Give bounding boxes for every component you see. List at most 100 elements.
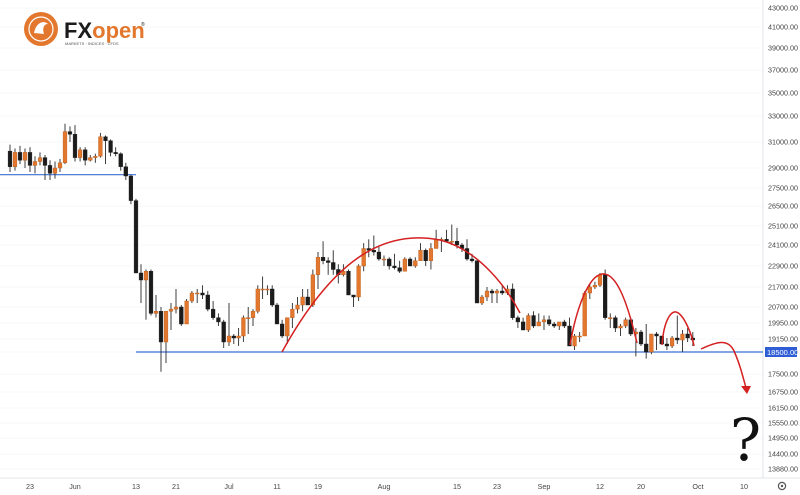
candle-body	[108, 140, 113, 153]
candle-body	[546, 319, 552, 325]
candle	[17, 145, 23, 165]
candle-body	[572, 335, 577, 347]
candle	[402, 257, 407, 272]
candle	[42, 155, 48, 180]
candle-body	[464, 248, 470, 260]
candle	[326, 257, 331, 275]
right-shoulder-arc	[661, 311, 695, 347]
candle	[552, 321, 557, 328]
candle-body	[649, 333, 654, 353]
candle	[638, 330, 644, 346]
candle	[515, 315, 520, 328]
candle	[685, 328, 690, 342]
candle-body	[603, 274, 608, 318]
candle-body	[536, 321, 541, 327]
candle	[526, 313, 531, 332]
candle-body	[484, 290, 490, 298]
candle-body	[113, 152, 118, 154]
candle	[484, 287, 490, 301]
time-tick-label: 21	[172, 482, 180, 491]
candle-body	[552, 323, 557, 327]
candle-body	[22, 152, 28, 161]
candle-body	[680, 333, 685, 341]
candle-body	[361, 248, 366, 267]
candle	[143, 269, 149, 320]
svg-text:FXopen: FXopen	[64, 18, 145, 43]
candle-body	[326, 260, 331, 263]
candle	[541, 315, 547, 330]
candle-body	[500, 290, 505, 294]
candle	[494, 289, 500, 303]
time-tick-label: 19	[314, 482, 322, 491]
candle-body	[200, 292, 205, 296]
candle-body	[184, 300, 189, 325]
logo-text-open: open	[92, 18, 145, 43]
price-tick-label: 13880.00	[768, 465, 798, 474]
time-tick-label: 13	[132, 482, 140, 491]
projection-arrow-line	[700, 341, 747, 389]
candle-body	[231, 335, 236, 339]
candle	[128, 174, 134, 205]
candle	[205, 291, 210, 312]
price-badge-label: 18500.00	[767, 348, 798, 357]
candle-body	[221, 321, 226, 343]
time-tick-label: 15	[453, 482, 461, 491]
candle	[562, 319, 567, 328]
candle	[210, 301, 216, 320]
candle	[173, 289, 179, 314]
candle	[113, 147, 118, 157]
candle	[320, 241, 326, 265]
candle-body	[98, 136, 103, 157]
candle	[123, 162, 128, 180]
candle-body	[644, 343, 649, 353]
candle-body	[669, 337, 675, 347]
candle	[392, 253, 397, 270]
price-tick-label: 21700.00	[768, 283, 798, 292]
candle	[454, 227, 460, 249]
candle-body	[356, 265, 361, 298]
candle-body	[93, 156, 98, 158]
candle-body	[12, 152, 18, 167]
current-price-badge: 18500.00	[765, 347, 798, 357]
logo-tagline: MARKETS · INDICES · CFDS	[65, 41, 119, 46]
candle-body	[153, 311, 159, 314]
candle-body	[654, 333, 659, 337]
annotation-curves: ?	[281, 237, 761, 474]
candle	[133, 198, 139, 274]
candle-body	[250, 311, 256, 318]
candle	[295, 297, 300, 314]
candle-body	[623, 319, 628, 327]
candle	[231, 334, 236, 344]
price-tick-label: 14950.00	[768, 434, 798, 443]
candle-body	[664, 343, 670, 347]
candle	[680, 330, 685, 352]
candle-body	[494, 290, 500, 294]
candle	[265, 285, 270, 295]
candle-body	[179, 306, 184, 325]
candle	[98, 132, 103, 158]
settings-gear-icon[interactable]	[777, 481, 787, 491]
candle	[474, 260, 480, 304]
candle-body	[255, 288, 260, 312]
candle	[479, 295, 485, 305]
candle	[346, 269, 351, 296]
candle-body	[469, 258, 475, 261]
fxopen-logo: FXopen ® MARKETS · INDICES · CFDS	[24, 12, 145, 46]
candle	[280, 319, 285, 338]
price-tick-label: 16150.00	[768, 404, 798, 413]
candle-body	[392, 265, 397, 268]
candle-body	[685, 333, 690, 339]
candle	[67, 126, 73, 142]
candle-body	[173, 306, 179, 310]
price-tick-label: 43000.00	[768, 4, 798, 13]
candle-body	[526, 315, 531, 331]
candle-body	[587, 286, 592, 294]
candle-body	[123, 166, 128, 177]
time-tick-label: 23	[493, 482, 501, 491]
candle-body	[310, 274, 315, 306]
candle	[72, 125, 78, 162]
candle	[221, 319, 226, 348]
price-axis: 43000.00 41000.00 39000.00 37000.00 35000.00…	[768, 4, 798, 474]
candle-body	[428, 248, 434, 261]
price-tick-label: 37000.00	[768, 66, 798, 75]
